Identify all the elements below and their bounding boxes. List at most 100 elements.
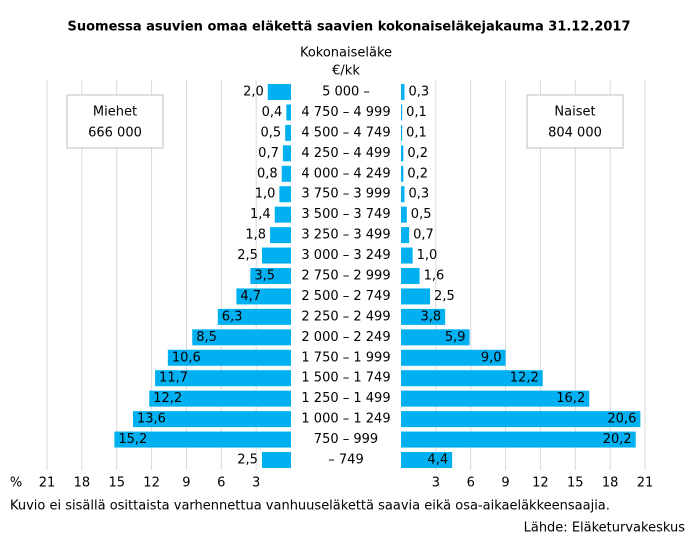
value-label: 16,2 bbox=[556, 391, 585, 406]
bar bbox=[401, 390, 590, 407]
bar bbox=[401, 452, 453, 468]
bar bbox=[401, 431, 636, 448]
bar bbox=[155, 370, 291, 387]
category-label: 4 750 – 4 999 bbox=[301, 105, 390, 120]
category-label: 3 750 – 3 999 bbox=[301, 187, 390, 202]
value-label: 1,6 bbox=[424, 269, 445, 284]
chart-title: Suomessa asuvien omaa eläkettä saavien k… bbox=[67, 20, 630, 35]
bar bbox=[236, 288, 291, 305]
value-label: 5,9 bbox=[445, 330, 466, 345]
value-label: 9,0 bbox=[481, 350, 502, 365]
value-label: 0,3 bbox=[408, 85, 429, 100]
value-label: 0,3 bbox=[408, 187, 429, 202]
bar bbox=[401, 124, 403, 141]
category-label: 4 000 – 4 249 bbox=[301, 166, 390, 181]
category-unit: €/kk bbox=[332, 64, 360, 79]
bar bbox=[282, 145, 291, 162]
category-label: 4 500 – 4 749 bbox=[301, 125, 390, 140]
bar bbox=[401, 165, 404, 182]
value-label: 0,7 bbox=[258, 146, 279, 161]
value-label: 0,1 bbox=[406, 125, 427, 140]
value-label: 1,8 bbox=[245, 228, 266, 243]
category-label: 750 – 999 bbox=[314, 432, 378, 447]
x-tick-label: 9 bbox=[501, 476, 509, 491]
bar bbox=[401, 84, 405, 100]
category-label: 5 000 – bbox=[322, 85, 370, 100]
bar bbox=[401, 411, 641, 428]
value-label: 0,4 bbox=[262, 105, 283, 120]
category-label: 3 500 – 3 749 bbox=[301, 207, 390, 222]
legend-total: 666 000 bbox=[88, 126, 142, 141]
legend-total: 804 000 bbox=[548, 126, 602, 141]
legend-box bbox=[66, 94, 164, 149]
value-label: 4,4 bbox=[427, 453, 448, 468]
category-label: 2 500 – 2 749 bbox=[301, 289, 390, 304]
value-label: 2,5 bbox=[434, 289, 455, 304]
value-label: 6,3 bbox=[222, 309, 243, 324]
value-label: 1,4 bbox=[250, 207, 271, 222]
category-label: 2 000 – 2 249 bbox=[301, 330, 390, 345]
x-tick-label: 21 bbox=[39, 476, 56, 491]
bar bbox=[401, 227, 410, 244]
category-label: 2 750 – 2 999 bbox=[301, 269, 390, 284]
x-tick-label: 18 bbox=[74, 476, 91, 491]
bar bbox=[250, 268, 291, 284]
value-label: 13,6 bbox=[137, 412, 166, 427]
category-label: – 749 bbox=[328, 453, 363, 468]
bar bbox=[149, 390, 291, 407]
value-label: 2,5 bbox=[237, 453, 258, 468]
x-tick-label: 18 bbox=[602, 476, 619, 491]
value-label: 0,2 bbox=[407, 146, 428, 161]
x-tick-label: 3 bbox=[252, 476, 260, 491]
bar bbox=[267, 84, 291, 100]
category-label: 1 000 – 1 249 bbox=[301, 412, 390, 427]
value-label: 12,2 bbox=[153, 391, 182, 406]
bar bbox=[401, 268, 420, 284]
bar bbox=[285, 124, 291, 141]
category-label: 3 000 – 3 249 bbox=[301, 248, 390, 263]
bar bbox=[261, 452, 291, 468]
x-tick-label: 15 bbox=[108, 476, 125, 491]
value-label: 12,2 bbox=[510, 371, 539, 386]
bar bbox=[114, 431, 291, 448]
bar bbox=[286, 104, 291, 121]
value-label: 11,7 bbox=[159, 371, 188, 386]
value-label: 0,5 bbox=[411, 207, 432, 222]
value-label: 2,5 bbox=[237, 248, 258, 263]
bar bbox=[401, 329, 470, 346]
x-axis-label: % bbox=[10, 476, 22, 491]
bar bbox=[261, 247, 291, 264]
value-label: 20,6 bbox=[607, 412, 636, 427]
value-label: 3,8 bbox=[420, 309, 441, 324]
bar bbox=[401, 145, 404, 162]
x-tick-label: 12 bbox=[143, 476, 160, 491]
category-label: 3 250 – 3 499 bbox=[301, 228, 390, 243]
category-label: Kokonaiseläke bbox=[300, 46, 392, 61]
bar bbox=[274, 206, 291, 223]
bar bbox=[192, 329, 291, 346]
value-label: 0,1 bbox=[406, 105, 427, 120]
value-label: 15,2 bbox=[118, 432, 147, 447]
value-label: 4,7 bbox=[240, 289, 261, 304]
x-tick-label: 21 bbox=[637, 476, 654, 491]
x-tick-label: 12 bbox=[532, 476, 549, 491]
x-tick-label: 15 bbox=[567, 476, 584, 491]
x-tick-label: 9 bbox=[182, 476, 190, 491]
bar bbox=[401, 186, 405, 203]
bar bbox=[401, 206, 407, 223]
category-label: 4 250 – 4 499 bbox=[301, 146, 390, 161]
value-label: 2,0 bbox=[243, 85, 264, 100]
bar bbox=[281, 165, 291, 182]
bar bbox=[167, 349, 291, 366]
value-label: 8,5 bbox=[196, 330, 217, 345]
bar bbox=[401, 349, 506, 366]
value-label: 20,2 bbox=[603, 432, 632, 447]
category-label: 2 250 – 2 499 bbox=[301, 309, 390, 324]
value-label: 0,8 bbox=[257, 166, 278, 181]
x-tick-label: 6 bbox=[217, 476, 225, 491]
value-label: 3,5 bbox=[254, 269, 275, 284]
x-tick-label: 3 bbox=[432, 476, 440, 491]
bar bbox=[401, 247, 413, 264]
x-tick-label: 6 bbox=[467, 476, 475, 491]
